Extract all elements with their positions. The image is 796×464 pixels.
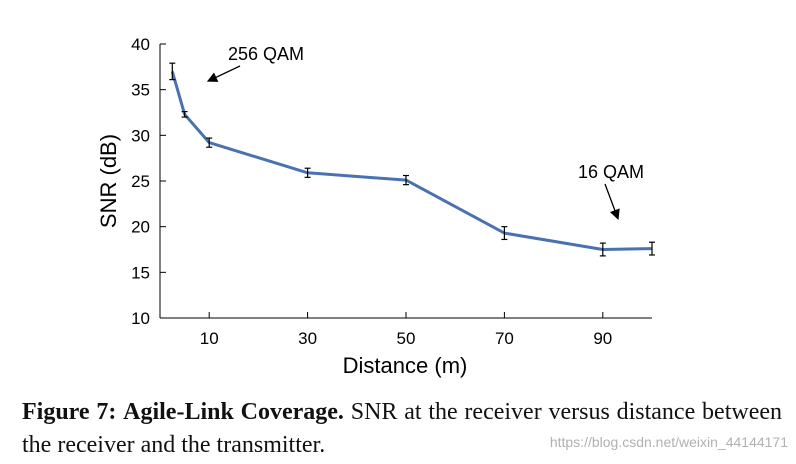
x-tick-label: 10 — [200, 329, 219, 348]
y-tick-label: 15 — [131, 263, 150, 282]
y-axis-title: SNR (dB) — [96, 134, 121, 228]
y-tick-label: 30 — [131, 126, 150, 145]
x-axis-title: Distance (m) — [343, 353, 468, 378]
annotation-label: 16 QAM — [578, 162, 644, 182]
error-bar — [501, 226, 508, 241]
x-tick-label: 50 — [397, 329, 416, 348]
y-tick-label: 10 — [131, 309, 150, 328]
caption-label: Figure 7: — [22, 399, 117, 425]
annotation-arrow — [206, 65, 241, 82]
y-tick-label: 40 — [131, 35, 150, 54]
caption-body: SNR at the receiver versus distance betw… — [22, 399, 782, 458]
y-tick-label: 20 — [131, 218, 150, 237]
error-bar — [403, 174, 409, 186]
chart-labels: 10 15 20 25 30 35 40 10 30 50 70 90 Distance (m) SNR … — [96, 35, 644, 378]
x-tick-label: 70 — [495, 329, 514, 348]
y-tick-label: 25 — [131, 172, 150, 191]
annotation-label: 256 QAM — [228, 44, 304, 64]
error-bar — [599, 242, 606, 257]
error-bar — [181, 110, 188, 118]
figure-caption: Figure 7: Agile-Link Coverage. SNR at th… — [22, 396, 782, 462]
y-tick-label: 35 — [131, 81, 150, 100]
x-tick-label: 30 — [298, 329, 317, 348]
error-bar — [206, 137, 213, 148]
series-line — [170, 70, 653, 251]
x-tick-label: 90 — [593, 329, 612, 348]
error-bar — [304, 167, 311, 178]
chart-marks — [169, 62, 655, 257]
axes — [159, 43, 652, 319]
annotation-arrow — [604, 183, 620, 220]
error-bar — [169, 62, 176, 81]
snr-line-chart: 10 15 20 25 30 35 40 10 30 50 70 90 Distance (m) SNR … — [96, 35, 655, 378]
caption-heading: Agile-Link Coverage. — [123, 399, 344, 425]
error-bar — [649, 241, 655, 256]
watermark: https://blog.csdn.net/weixin_44144171 — [549, 434, 788, 450]
